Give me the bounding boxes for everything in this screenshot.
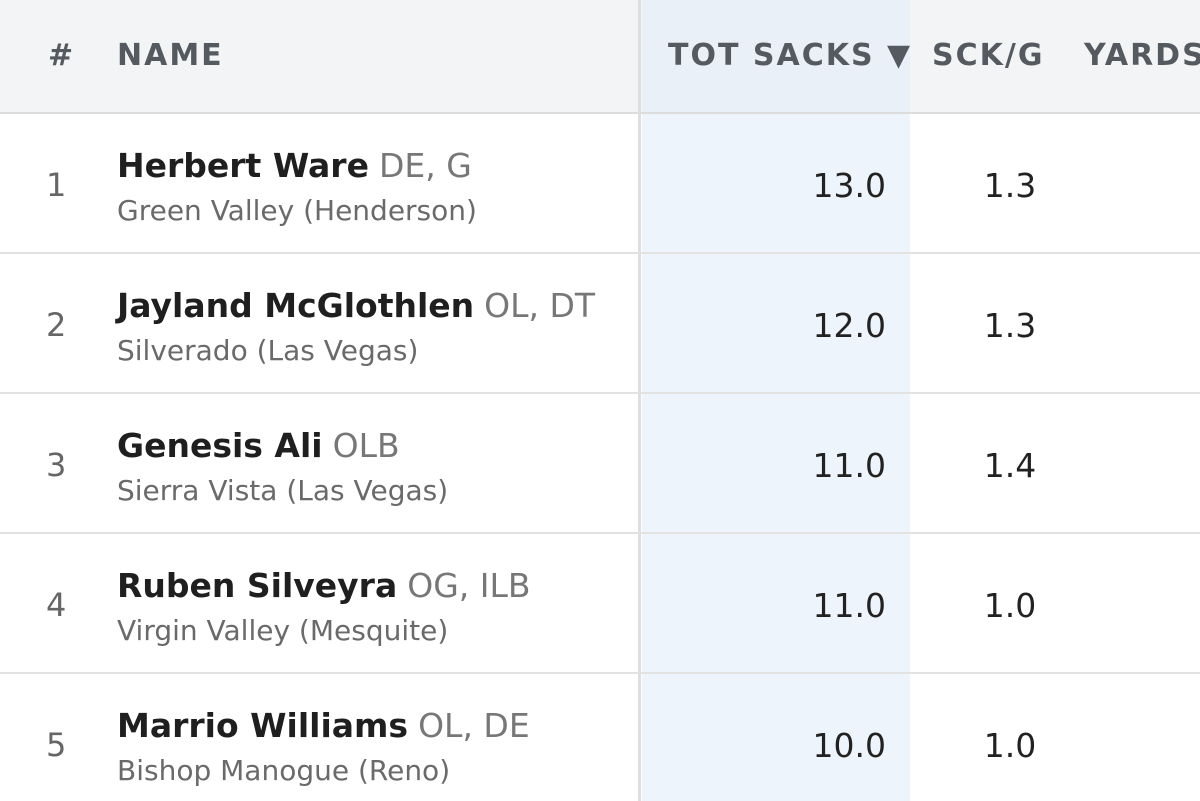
header-tot-sacks[interactable]: TOT SACKS ▼ (668, 38, 913, 73)
header-sck-per-g[interactable]: SCK/G (932, 38, 1045, 73)
player-school: Sierra Vista (Las Vegas) (117, 474, 449, 507)
player-name: Genesis Ali OLB (117, 426, 400, 465)
player-school: Virgin Valley (Mesquite) (117, 614, 449, 647)
tot-sacks-value: 13.0 (812, 166, 886, 205)
column-divider (638, 0, 641, 801)
sorted-header-highlight (642, 0, 910, 112)
row-rank: 4 (46, 586, 67, 624)
sck-per-g-value: 1.4 (983, 446, 1037, 485)
row-rank: 1 (46, 166, 67, 204)
sck-per-g-value: 1.0 (983, 586, 1037, 625)
header-name[interactable]: NAME (117, 38, 224, 73)
player-position: OG, ILB (407, 566, 531, 605)
player-school: Green Valley (Henderson) (117, 194, 477, 227)
player-school: Silverado (Las Vegas) (117, 334, 419, 367)
player-school: Bishop Manogue (Reno) (117, 754, 451, 787)
row-separator (0, 392, 1200, 394)
player-name: Herbert Ware DE, G (117, 146, 472, 185)
header-yards[interactable]: YARDS (1084, 38, 1200, 73)
player-position: OL, DE (418, 706, 530, 745)
player-name-text[interactable]: Marrio Williams (117, 706, 409, 745)
player-name: Marrio Williams OL, DE (117, 706, 530, 745)
tot-sacks-value: 11.0 (812, 586, 886, 625)
row-separator (0, 532, 1200, 534)
sck-per-g-value: 1.3 (983, 166, 1037, 205)
player-name-text[interactable]: Ruben Silveyra (117, 566, 398, 605)
table-row[interactable]: 5 Marrio Williams OL, DE Bishop Manogue (… (0, 674, 1200, 801)
table-row[interactable]: 2 Jayland McGlothlen OL, DT Silverado (La… (0, 254, 1200, 394)
row-rank: 5 (46, 726, 67, 764)
sorted-column-highlight (642, 0, 910, 801)
table-row[interactable]: 3 Genesis Ali OLB Sierra Vista (Las Vegas… (0, 394, 1200, 534)
table-row[interactable]: 1 Herbert Ware DE, G Green Valley (Hender… (0, 114, 1200, 254)
table-header: # NAME TOT SACKS ▼ SCK/G YARDS (0, 0, 1200, 114)
player-position: OLB (332, 426, 400, 465)
row-rank: 2 (46, 306, 67, 344)
player-name-text[interactable]: Herbert Ware (117, 146, 369, 185)
player-position: DE, G (378, 146, 472, 185)
table-row[interactable]: 4 Ruben Silveyra OG, ILB Virgin Valley (M… (0, 534, 1200, 674)
player-name-text[interactable]: Jayland McGlothlen (117, 286, 475, 325)
tot-sacks-value: 10.0 (812, 726, 886, 765)
player-position: OL, DT (484, 286, 596, 325)
row-separator (0, 252, 1200, 254)
sck-per-g-value: 1.3 (983, 306, 1037, 345)
player-name: Ruben Silveyra OG, ILB (117, 566, 531, 605)
sck-per-g-value: 1.0 (983, 726, 1037, 765)
tot-sacks-value: 12.0 (812, 306, 886, 345)
player-name-text[interactable]: Genesis Ali (117, 426, 323, 465)
row-rank: 3 (46, 446, 67, 484)
header-rank: # (48, 38, 76, 73)
row-separator (0, 672, 1200, 674)
tot-sacks-value: 11.0 (812, 446, 886, 485)
player-name: Jayland McGlothlen OL, DT (117, 286, 595, 325)
